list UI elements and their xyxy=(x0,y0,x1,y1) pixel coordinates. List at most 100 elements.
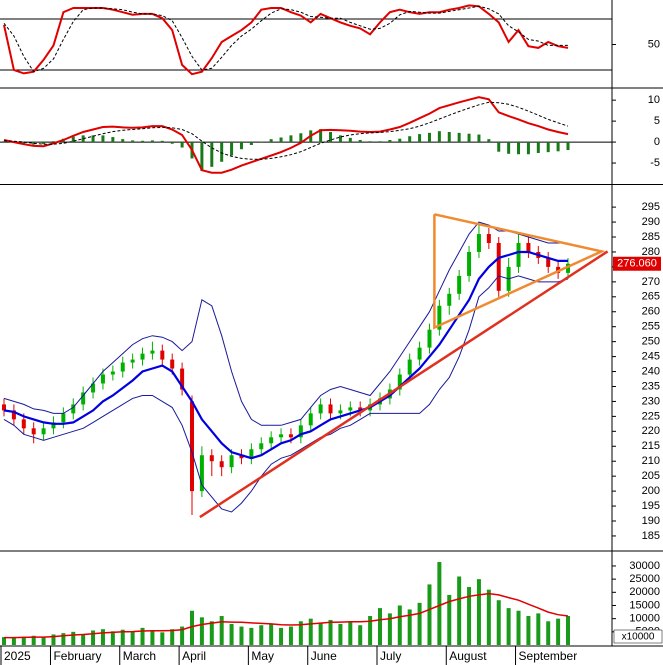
histogram-bar xyxy=(269,139,273,143)
volume-bar xyxy=(11,637,16,645)
histogram-bar xyxy=(2,141,6,143)
volume-bar xyxy=(150,630,155,645)
candle-body xyxy=(2,404,6,411)
y-tick-label: 185 xyxy=(642,530,660,542)
candle-body xyxy=(110,371,115,375)
histogram-bar xyxy=(378,141,382,143)
volume-bar xyxy=(160,632,165,645)
candle-body xyxy=(150,350,155,354)
histogram-bar xyxy=(477,134,481,143)
y-tick-label: 240 xyxy=(642,365,660,377)
volume-bar xyxy=(318,622,323,645)
histogram-bar xyxy=(457,132,461,143)
indicator-line xyxy=(3,96,569,174)
candle-body xyxy=(486,234,491,243)
indicator-line xyxy=(4,592,569,639)
volume-bar xyxy=(328,619,333,645)
y-tick-label: 235 xyxy=(642,380,660,392)
indicator-line xyxy=(3,4,569,76)
candle-body xyxy=(308,413,313,426)
candle-body xyxy=(338,410,343,414)
candle-body xyxy=(259,443,264,450)
volume-bar xyxy=(476,579,481,645)
y-tick-label: 225 xyxy=(642,410,660,422)
y-tick-label: 200 xyxy=(642,485,660,497)
volume-bar xyxy=(259,625,264,645)
volume-bar xyxy=(239,626,244,645)
volume-bar xyxy=(378,608,382,645)
volume-bar xyxy=(516,610,521,645)
candle-body xyxy=(496,242,501,291)
volume-bar xyxy=(81,633,86,645)
candle-body xyxy=(219,461,224,468)
candle-body xyxy=(209,455,214,462)
y-tick-label: 270 xyxy=(642,276,660,288)
histogram-bar xyxy=(566,142,570,151)
volume-bar xyxy=(417,602,422,645)
y-tick-label: 205 xyxy=(642,470,660,482)
volume-bar xyxy=(358,625,363,645)
histogram-bar xyxy=(418,134,422,143)
volume-bar xyxy=(41,637,46,645)
volume-bar xyxy=(368,616,373,645)
y-tick-label: 5 xyxy=(654,115,660,127)
candle-body xyxy=(417,347,422,360)
histogram-bar xyxy=(299,133,303,143)
last-price-box xyxy=(613,256,661,271)
y-tick-label: 210 xyxy=(642,455,660,467)
y-tick-label: 250 xyxy=(642,336,660,348)
candle-body xyxy=(41,428,46,435)
volume-bar xyxy=(229,623,234,645)
candle-body xyxy=(526,242,531,252)
volume-bar xyxy=(288,626,293,645)
histogram-bar xyxy=(32,142,36,145)
y-tick-label: 260 xyxy=(642,306,660,318)
histogram-bar xyxy=(437,131,441,143)
histogram-bar xyxy=(497,142,501,152)
histogram-bar xyxy=(200,142,204,172)
axis-label: x10000 xyxy=(622,632,655,643)
volume-bar xyxy=(437,562,442,645)
volume-bar xyxy=(2,637,6,645)
histogram-bar xyxy=(71,136,75,143)
histogram-bar xyxy=(408,136,412,143)
histogram-bar xyxy=(467,133,471,143)
histogram-bar xyxy=(526,142,530,155)
axis-label-box xyxy=(613,629,663,644)
candle-body xyxy=(100,374,105,384)
trendline xyxy=(199,250,609,519)
histogram-bar xyxy=(141,140,145,143)
x-tick-label: September xyxy=(519,649,578,663)
x-tick-label: July xyxy=(380,649,401,663)
volume-bar xyxy=(397,605,402,645)
volume-bar xyxy=(546,621,551,645)
histogram-bar xyxy=(170,142,174,144)
y-tick-label: -5 xyxy=(650,157,660,169)
histogram-bar xyxy=(427,132,431,143)
volume-bar xyxy=(71,631,76,645)
candle-body xyxy=(199,455,204,492)
volume-bar xyxy=(447,594,452,645)
y-tick-label: 195 xyxy=(642,500,660,512)
histogram-bar xyxy=(388,139,392,143)
volume-bar xyxy=(180,626,185,645)
histogram-bar xyxy=(358,139,362,143)
volume-bar xyxy=(486,589,491,645)
histogram-bar xyxy=(546,142,550,153)
indicator-line xyxy=(3,101,569,160)
histogram-bar xyxy=(150,140,154,143)
y-tick-label: 290 xyxy=(642,216,660,228)
y-tick-label: 215 xyxy=(642,440,660,452)
indicator-line xyxy=(3,5,568,73)
candle-body xyxy=(71,404,76,414)
candle-body xyxy=(298,425,303,438)
histogram-bar xyxy=(220,142,224,162)
candle-body xyxy=(516,242,521,267)
candle-body xyxy=(81,392,86,405)
histogram-bar xyxy=(160,140,164,143)
histogram-bar xyxy=(368,141,372,143)
volume-bar xyxy=(120,629,125,645)
candle-body xyxy=(11,410,16,420)
y-tick-label: 295 xyxy=(642,201,660,213)
volume-bar xyxy=(219,616,224,645)
